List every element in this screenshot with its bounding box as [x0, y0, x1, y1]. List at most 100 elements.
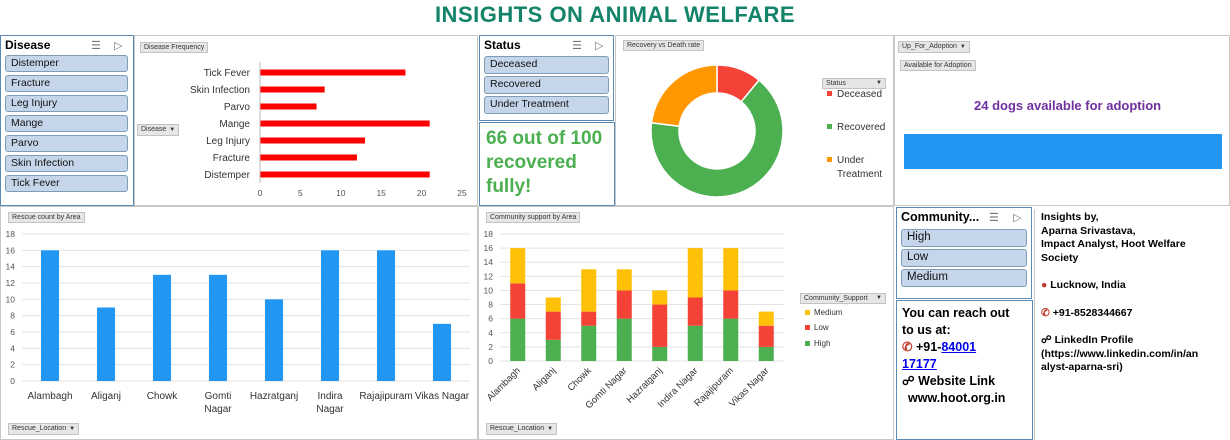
tick-label: 10	[484, 285, 494, 295]
disease-axis-field-button[interactable]: Disease ▼	[137, 124, 180, 136]
bar	[260, 69, 406, 76]
bar-segment	[616, 269, 632, 291]
rescue-count-field-label: Rescue count by Area	[12, 214, 81, 221]
category-label: Nagar	[316, 404, 344, 415]
legend-swatch	[827, 157, 832, 162]
multi-select-icon[interactable]: ☰	[572, 40, 582, 52]
clear-filter-icon[interactable]: ▷	[114, 40, 123, 52]
tick-label: 6	[488, 314, 493, 324]
rescue-count-field-button[interactable]: Rescue count by Area	[8, 212, 85, 223]
adoption-filter-label: Up_For_Adoption	[902, 43, 957, 50]
tick-label: 15	[376, 188, 386, 198]
bar-segment	[687, 248, 703, 298]
bar	[260, 120, 430, 127]
bar-segment	[510, 283, 526, 319]
tick-label: 10	[6, 294, 16, 304]
tick-label: 0	[488, 356, 493, 366]
clear-filter-icon[interactable]: ▷	[595, 40, 604, 52]
contact-phone-link-2[interactable]: 17177	[902, 357, 937, 371]
website-label: Website Link	[918, 374, 996, 388]
contact-line-2: to us at:	[902, 323, 951, 337]
status-legend-field-label: Status	[826, 80, 846, 87]
category-label: Parvo	[224, 102, 251, 113]
tick-label: 10	[336, 188, 346, 198]
slicer-item-deceased[interactable]: Deceased	[484, 56, 609, 74]
slicer-item-high[interactable]: High	[901, 229, 1027, 247]
location-row: ● Lucknow, India	[1041, 279, 1224, 293]
slicer-item-low[interactable]: Low	[901, 249, 1027, 267]
adoption-field-button[interactable]: Available for Adoption	[900, 60, 976, 71]
website-row: ☍ Website Link	[902, 373, 1027, 390]
insights-line-1: Insights by,	[1041, 211, 1099, 223]
slicer-item-fracture[interactable]: Fracture	[5, 75, 128, 92]
donut-slice	[650, 79, 784, 198]
dropdown-arrow-icon: ▼	[959, 44, 966, 50]
status-legend-field-button[interactable]: Status ▼	[822, 78, 886, 89]
contact-phone-link-1[interactable]: 84001	[941, 340, 977, 354]
tick-label: 12	[484, 271, 494, 281]
legend-label: Low	[814, 323, 829, 332]
category-label: Chowk	[147, 391, 179, 402]
adoption-filter-button[interactable]: Up_For_Adoption ▼	[898, 41, 970, 53]
bar	[97, 307, 115, 381]
slicer-item-under-treatment[interactable]: Under Treatment	[484, 96, 609, 114]
bar-segment	[545, 339, 561, 361]
category-label: Alambagh	[485, 365, 523, 403]
dropdown-arrow-icon: ▼	[876, 295, 882, 301]
dropdown-arrow-icon: ▼	[69, 426, 76, 432]
bar-segment	[545, 297, 561, 312]
multi-select-icon[interactable]: ☰	[91, 40, 101, 52]
multi-select-icon[interactable]: ☰	[989, 212, 999, 224]
bar	[377, 250, 395, 381]
community-support-field-button[interactable]: Community support by Area	[486, 212, 581, 223]
linkedin-row: ☍ LinkedIn Profile	[1041, 334, 1224, 348]
legend-swatch	[827, 91, 832, 96]
category-label: Skin Infection	[190, 85, 250, 96]
recovery-field-button[interactable]: Recovery vs Death rate	[623, 40, 705, 51]
slicer-item-parvo[interactable]: Parvo	[5, 135, 128, 152]
adoption-summary-text: 24 dogs available for adoption	[974, 98, 1162, 113]
phone-icon: ✆	[902, 340, 913, 354]
slicer-item-skin-infection[interactable]: Skin Infection	[5, 155, 128, 172]
slicer-item-leg-injury[interactable]: Leg Injury	[5, 95, 128, 112]
legend-swatch	[805, 341, 810, 346]
bar	[260, 103, 317, 110]
category-label: Nagar	[204, 404, 232, 415]
linkedin-url-1[interactable]: (https://www.linkedin.com/in/an	[1041, 347, 1199, 360]
recovery-panel	[615, 35, 894, 206]
community-legend-field-label: Community_Support	[804, 295, 868, 302]
website-url[interactable]: www.hoot.org.in	[908, 391, 1006, 405]
rescue-location-field-button[interactable]: Rescue_Location ▼	[8, 423, 80, 435]
bar-segment	[616, 290, 632, 319]
bar-segment	[581, 325, 597, 361]
community-legend-field-button[interactable]: Community_Support ▼	[800, 293, 886, 304]
tick-label: 8	[10, 311, 15, 321]
legend-swatch	[827, 124, 832, 129]
disease-frequency-field-button[interactable]: Disease Frequency	[140, 42, 209, 53]
dashboard-title: INSIGHTS ON ANIMAL WELFARE	[434, 2, 796, 27]
community-slicer-header: Community...	[901, 210, 980, 224]
rescue-count-chart: 0 2 4 6 8 10 12 14 16 18 Alambagh Aliganj Chowk Gomti…	[6, 229, 470, 415]
slicer-item-mange[interactable]: Mange	[5, 115, 128, 132]
tick-label: 12	[6, 278, 16, 288]
insights-line-3: Impact Analyst, Hoot Welfare	[1041, 238, 1186, 250]
tick-label: 18	[6, 229, 16, 239]
tick-label: 14	[6, 262, 16, 272]
insights-line-2: Aparna Srivastava,	[1041, 224, 1136, 237]
tick-label: 2	[10, 360, 15, 370]
slicer-item-tick-fever[interactable]: Tick Fever	[5, 175, 128, 192]
bar	[153, 274, 171, 381]
bar	[41, 250, 59, 381]
clear-filter-icon[interactable]: ▷	[1013, 212, 1022, 224]
slicer-item-recovered[interactable]: Recovered	[484, 76, 609, 94]
slicer-item-distemper[interactable]: Distemper	[5, 55, 128, 72]
adoption-field-label: Available for Adoption	[904, 62, 972, 69]
community-support-field-label: Community support by Area	[490, 214, 577, 221]
tick-label: 16	[6, 245, 16, 255]
bar-segment	[581, 311, 597, 326]
link-icon: ☍	[1041, 334, 1052, 346]
community-location-field-button[interactable]: Rescue_Location ▼	[486, 423, 558, 435]
bar-segment	[545, 311, 561, 340]
linkedin-url-2[interactable]: alyst-aparna-sri)	[1041, 361, 1123, 373]
slicer-item-medium[interactable]: Medium	[901, 269, 1027, 287]
